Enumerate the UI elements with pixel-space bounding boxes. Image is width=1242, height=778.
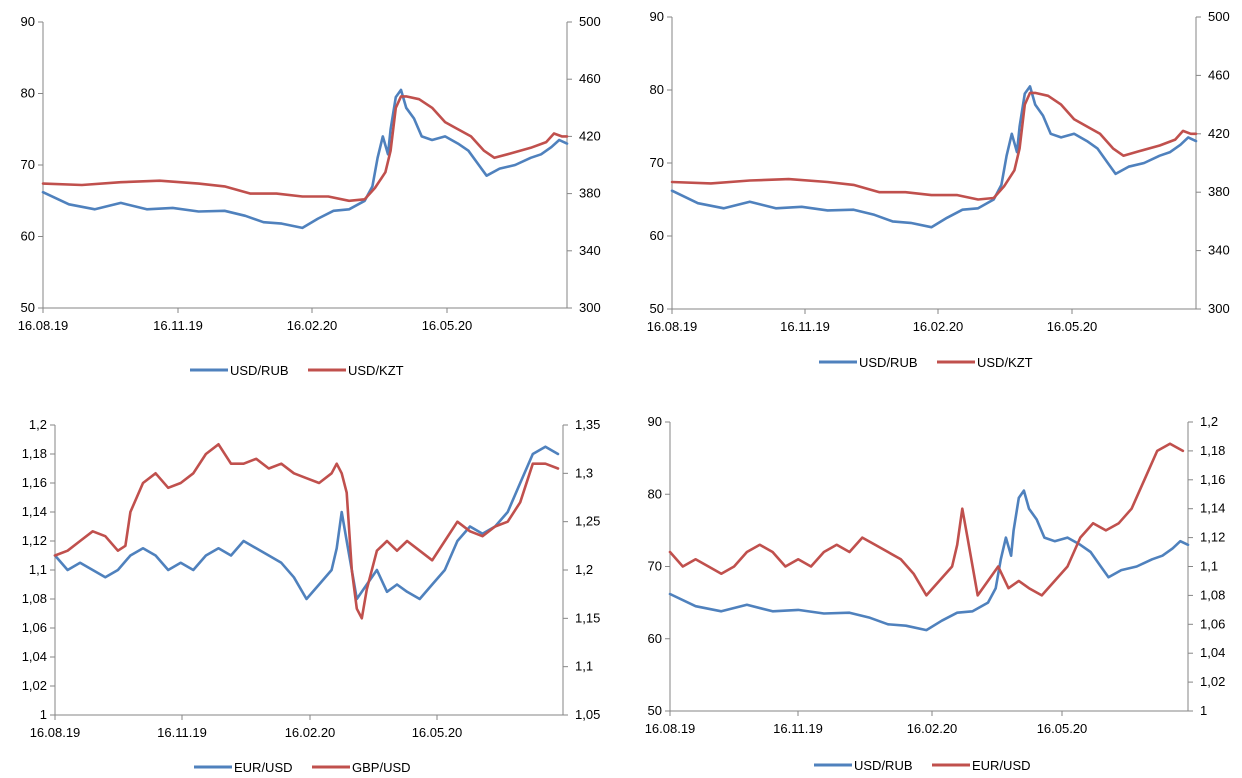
series-line-usd-rub	[668, 489, 1190, 632]
right-tick-label: 340	[579, 243, 601, 258]
left-tick-label: 1,06	[22, 620, 47, 635]
x-tick-label: 16.11.19	[153, 318, 203, 333]
right-tick-label: 1,12	[1200, 530, 1225, 545]
right-tick-label: 1,2	[575, 562, 593, 577]
legend-label: USD/KZT	[348, 363, 404, 378]
right-tick-label: 500	[579, 14, 601, 29]
right-tick-label: 460	[1208, 67, 1230, 82]
right-tick-label: 1	[1200, 703, 1207, 718]
x-tick-label: 16.05.20	[422, 318, 473, 333]
left-tick-label: 1	[40, 707, 47, 722]
x-tick-label: 16.05.20	[412, 725, 463, 740]
series-line-eur-usd	[53, 445, 560, 601]
right-tick-label: 1,1	[1200, 559, 1218, 574]
series-line-usd-kzt	[41, 95, 569, 203]
left-tick-label: 1,14	[22, 504, 47, 519]
right-tick-label: 1,3	[575, 465, 593, 480]
series-line-usd-rub	[670, 85, 1198, 229]
right-tick-label: 1,18	[1200, 443, 1225, 458]
left-tick-label: 1,2	[29, 417, 47, 432]
legend: USD/RUB EUR/USD	[814, 758, 1031, 773]
right-tick-label: 380	[1208, 184, 1230, 199]
series-line-usd-rub	[41, 88, 569, 230]
right-tick-label: 300	[1208, 301, 1230, 316]
left-tick-label: 70	[21, 157, 35, 172]
legend-label: USD/RUB	[859, 355, 918, 370]
right-tick-label: 1,05	[575, 707, 600, 722]
x-tick-label: 16.02.20	[913, 319, 964, 334]
left-tick-label: 1,08	[22, 591, 47, 606]
left-tick-label: 50	[650, 301, 664, 316]
right-tick-label: 300	[579, 300, 601, 315]
x-tick-label: 16.02.20	[907, 721, 958, 736]
left-tick-label: 80	[650, 82, 664, 97]
right-tick-label: 1,35	[575, 417, 600, 432]
right-tick-label: 380	[579, 186, 601, 201]
x-tick-label: 16.11.19	[773, 721, 823, 736]
right-tick-label: 1,25	[575, 514, 600, 529]
x-tick-label: 16.05.20	[1047, 319, 1098, 334]
left-tick-label: 90	[650, 9, 664, 24]
right-tick-label: 1,1	[575, 659, 593, 674]
left-tick-label: 1,12	[22, 533, 47, 548]
chart-1: 50 60 70 80 90 300 340 380 420 460 500 16.08.19 16.1…	[18, 14, 601, 378]
right-tick-label: 1,2	[1200, 414, 1218, 429]
right-tick-label: 1,04	[1200, 645, 1225, 660]
legend-label: USD/RUB	[854, 758, 913, 773]
x-tick-label: 16.08.19	[645, 721, 696, 736]
left-tick-label: 1,04	[22, 649, 47, 664]
left-tick-label: 1,18	[22, 446, 47, 461]
left-tick-label: 60	[650, 228, 664, 243]
right-tick-label: 1,15	[575, 610, 600, 625]
left-tick-label: 90	[21, 14, 35, 29]
right-tick-label: 460	[579, 71, 601, 86]
left-tick-label: 50	[648, 703, 662, 718]
right-tick-label: 1,16	[1200, 472, 1225, 487]
left-tick-label: 1,16	[22, 475, 47, 490]
legend: USD/RUB USD/KZT	[819, 355, 1033, 370]
legend-label: EUR/USD	[234, 760, 293, 775]
legend-label: USD/KZT	[977, 355, 1033, 370]
chart-3: 1 1,02 1,04 1,06 1,08 1,1 1,12 1,14 1,16 1,18 1,2 1…	[22, 417, 601, 775]
left-tick-label: 90	[648, 414, 662, 429]
chart-2: 50 60 70 80 90 300 340 380 420 460 500 16.08.19 16.1…	[647, 9, 1230, 370]
right-tick-label: 340	[1208, 243, 1230, 258]
left-tick-label: 70	[648, 559, 662, 574]
legend: USD/RUB USD/KZT	[190, 363, 404, 378]
right-tick-label: 1,06	[1200, 616, 1225, 631]
right-tick-label: 1,14	[1200, 501, 1225, 516]
x-tick-label: 16.11.19	[780, 319, 830, 334]
right-tick-label: 1,08	[1200, 587, 1225, 602]
x-tick-label: 16.08.19	[18, 318, 69, 333]
x-tick-label: 16.02.20	[287, 318, 338, 333]
left-tick-label: 70	[650, 155, 664, 170]
series-line-eur-usd	[668, 442, 1185, 597]
left-tick-label: 50	[21, 300, 35, 315]
x-tick-label: 16.08.19	[647, 319, 698, 334]
left-tick-label: 80	[21, 86, 35, 101]
x-tick-label: 16.05.20	[1037, 721, 1088, 736]
right-tick-label: 420	[579, 128, 601, 143]
x-tick-label: 16.02.20	[285, 725, 336, 740]
left-tick-label: 1,1	[29, 562, 47, 577]
left-tick-label: 60	[21, 229, 35, 244]
right-tick-label: 1,02	[1200, 674, 1225, 689]
right-tick-label: 500	[1208, 9, 1230, 24]
left-tick-label: 1,02	[22, 678, 47, 693]
left-tick-label: 80	[648, 486, 662, 501]
chart-4: 50 60 70 80 90 1 1,02 1,04 1,06 1,08 1,1 1,12 1,14 1,…	[645, 414, 1226, 773]
right-tick-label: 420	[1208, 126, 1230, 141]
legend-label: EUR/USD	[972, 758, 1031, 773]
x-tick-label: 16.11.19	[157, 725, 207, 740]
legend-label: GBP/USD	[352, 760, 411, 775]
series-line-usd-kzt	[670, 91, 1198, 201]
x-tick-label: 16.08.19	[30, 725, 81, 740]
legend: EUR/USD GBP/USD	[194, 760, 411, 775]
series-line-gbp-usd	[53, 442, 560, 620]
legend-label: USD/RUB	[230, 363, 289, 378]
left-tick-label: 60	[648, 631, 662, 646]
